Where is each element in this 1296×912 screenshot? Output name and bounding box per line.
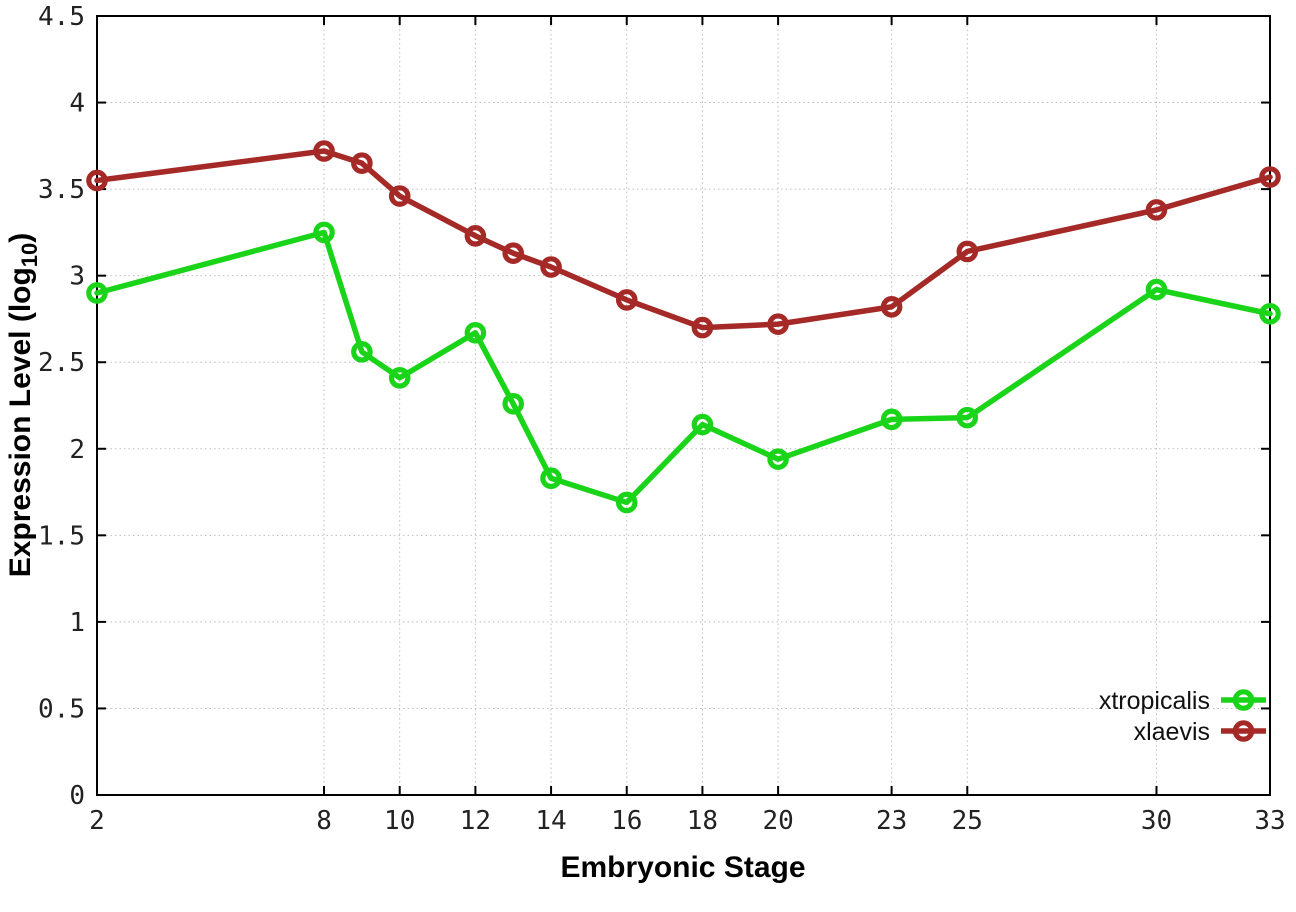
series-line-xtropicalis (94, 229, 1273, 506)
x-tick-label: 20 (762, 806, 793, 836)
data-point-xlaevis (1145, 199, 1168, 221)
data-point-xtropicalis (464, 321, 487, 344)
y-tick-label: 1.5 (38, 521, 85, 551)
data-point-xtropicalis (767, 448, 789, 470)
data-point-xlaevis (1259, 166, 1281, 188)
data-point-xlaevis (691, 316, 714, 339)
data-point-xlaevis (880, 296, 903, 318)
legend-marker-xtropicalis (1232, 689, 1255, 711)
grid-layer (97, 16, 1270, 795)
y-tick-label: 1 (69, 608, 85, 638)
x-tick-label: 12 (460, 806, 491, 836)
data-point-xtropicalis (502, 392, 525, 415)
y-tick-label: 2 (69, 435, 85, 465)
axis-layer: 0 0.5 1 1.5 2 2.5 3 3.5 4 4.5 2 8 10 12 14 16 18 20 23 25 30… (38, 2, 1286, 836)
data-point-xlaevis (767, 313, 789, 335)
data-point-xlaevis (86, 169, 108, 192)
data-point-xtropicalis (880, 408, 903, 431)
x-tick-label: 30 (1141, 806, 1172, 836)
data-point-xtropicalis (1259, 302, 1281, 325)
x-axis-title: Embryonic Stage (560, 851, 805, 884)
data-point-xtropicalis (388, 367, 411, 389)
x-tick-label: 33 (1254, 806, 1285, 836)
legend-layer: xtropicalis xlaevis (1099, 687, 1266, 746)
x-tick-label: 2 (89, 806, 105, 836)
data-point-xtropicalis (351, 341, 373, 363)
y-tick-label: 0 (69, 781, 85, 811)
y-tick-label: 4.5 (38, 2, 85, 32)
data-point-xlaevis (502, 242, 525, 264)
y-tick-label: 3 (69, 262, 85, 292)
series-line-xlaevis (94, 148, 1273, 331)
legend-marker-xlaevis (1232, 720, 1255, 742)
data-point-xlaevis (540, 256, 562, 278)
data-point-xtropicalis (1145, 278, 1168, 301)
data-point-xlaevis (615, 289, 638, 311)
x-tick-label: 25 (952, 806, 983, 836)
x-tick-label: 23 (876, 806, 907, 836)
series-layer (86, 140, 1281, 514)
x-tick-label: 8 (316, 806, 332, 836)
y-tick-label: 4 (69, 89, 85, 119)
x-tick-label: 10 (384, 806, 415, 836)
x-tick-label: 18 (687, 806, 718, 836)
data-point-xtropicalis (615, 491, 638, 514)
data-point-xtropicalis (691, 413, 714, 436)
data-point-xtropicalis (956, 406, 979, 429)
data-point-xlaevis (956, 240, 979, 263)
legend-label-xtropicalis: xtropicalis (1099, 687, 1210, 715)
data-point-xlaevis (388, 185, 411, 207)
plot-border (96, 15, 1271, 796)
x-tick-label: 16 (611, 806, 642, 836)
x-tick-label: 14 (535, 806, 566, 836)
data-point-xtropicalis (540, 467, 562, 490)
data-point-xtropicalis (86, 282, 108, 304)
y-tick-label: 2.5 (38, 348, 85, 378)
y-tick-label: 3.5 (38, 175, 85, 205)
data-point-xlaevis (313, 140, 335, 162)
y-axis-title: Expression Level (log10) (4, 233, 42, 578)
y-tick-label: 0.5 (38, 694, 85, 724)
data-point-xlaevis (351, 152, 373, 174)
data-point-xtropicalis (313, 221, 335, 244)
legend-label-xlaevis: xlaevis (1134, 718, 1210, 746)
data-point-xlaevis (464, 225, 487, 247)
